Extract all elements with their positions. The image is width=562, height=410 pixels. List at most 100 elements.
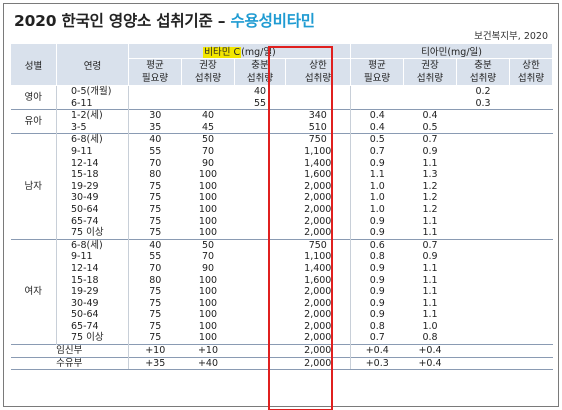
value-cell: 0.5 [422, 121, 438, 133]
value-cell: 1.0 [422, 320, 438, 332]
age-cell: 15-18 [56, 169, 129, 181]
value-cell: 80 [149, 169, 162, 181]
sex-cell: 영아 [10, 84, 57, 110]
age-cell: 9-11 [56, 145, 129, 158]
value-cell: 0.9 [369, 297, 385, 309]
subheader-1: 권장 섭취량 [181, 58, 235, 86]
value-cell [235, 181, 286, 193]
value-cell [457, 216, 510, 228]
value-cell: 75 [149, 203, 162, 215]
table-row: 50-64 75 100 2,000 0.9 1.1 [11, 309, 553, 321]
value-cell [510, 263, 553, 275]
value-cell: 50 [181, 133, 235, 146]
value-cell: 0.7 [403, 133, 457, 146]
value-cell: 2,000 [285, 309, 352, 321]
value-cell: 0.9 [369, 274, 385, 286]
value-cell: 1.1 [422, 157, 438, 169]
value-cell: 0.3 [475, 97, 491, 109]
age-cell: 15-18 [56, 274, 129, 287]
value-cell: 1.1 [422, 215, 438, 227]
title-main: 2020 한국인 영양소 섭취기준 – [14, 12, 226, 30]
value-cell: 1.1 [422, 262, 438, 274]
table-row: 9-11 55 70 1,100 0.7 0.9 [11, 145, 553, 158]
value-cell [181, 84, 235, 98]
value-cell [509, 238, 553, 252]
age-cell: 6-11 [56, 97, 129, 110]
table-row: 15-18 80 100 1,600 0.9 1.1 [11, 274, 553, 287]
value-cell [510, 146, 553, 158]
value-cell: +0.4 [403, 344, 457, 358]
value-cell: 1,400 [285, 157, 352, 170]
value-cell [235, 227, 286, 239]
value-cell [128, 84, 182, 98]
value-cell [510, 251, 553, 263]
value-cell [457, 158, 510, 170]
value-cell: 100 [198, 227, 218, 239]
value-cell [510, 122, 553, 134]
value-cell [285, 97, 352, 110]
value-cell: 2,000 [285, 180, 352, 193]
value-cell: 70 [149, 262, 162, 274]
value-cell [509, 344, 553, 358]
value-cell: 1.0 [369, 203, 385, 215]
value-cell: 75 [149, 332, 162, 344]
sex-cell: 수유부 [10, 356, 129, 371]
value-cell: 1,600 [285, 274, 352, 287]
value-cell [509, 109, 553, 122]
value-cell [510, 286, 553, 298]
value-cell [235, 321, 286, 333]
value-cell: 45 [201, 121, 215, 133]
header-age: 연령 [56, 43, 129, 86]
table-row: 12-14 70 90 1,400 0.9 1.1 [11, 262, 553, 275]
title-highlight: 수용성비타민 [230, 12, 315, 30]
value-cell: 55 [253, 97, 267, 109]
value-cell: 75 [149, 180, 162, 192]
page-title: 2020 한국인 영양소 섭취기준 – 수용성비타민 [14, 9, 315, 31]
value-cell: 75 [149, 192, 162, 204]
value-cell [182, 98, 235, 110]
value-cell [403, 84, 457, 98]
subheader-7: 상한 섭취량 [509, 58, 554, 86]
value-cell [510, 169, 553, 181]
value-cell: 1.1 [422, 227, 438, 239]
value-cell: 35 [149, 121, 162, 133]
table-row: 50-64 75 100 2,000 1.0 1.2 [11, 203, 553, 216]
value-cell: 100 [198, 192, 218, 204]
value-cell [510, 321, 553, 333]
value-cell [234, 109, 286, 122]
value-cell: 1.2 [422, 203, 438, 215]
value-cell [509, 84, 553, 98]
value-cell: 0.4 [350, 109, 404, 122]
age-cell: 19-29 [56, 286, 129, 298]
age-cell: 50-64 [56, 203, 129, 216]
age-cell: 3-5 [56, 121, 129, 134]
value-cell: 1.1 [422, 286, 438, 298]
value-cell: 0.9 [369, 157, 385, 169]
table-row: 75 이상 75 100 2,000 0.9 1.1 [11, 227, 553, 240]
value-cell [510, 181, 553, 193]
vitamin-c-unit: (mg/일) [241, 47, 276, 58]
value-cell: 100 [198, 274, 218, 286]
value-cell: 0.7 [403, 238, 457, 252]
age-cell: 75 이상 [56, 227, 129, 240]
value-cell [509, 356, 553, 371]
age-cell: 30-49 [56, 297, 129, 310]
value-cell [235, 251, 286, 263]
table-row: 유아 1-2(세) 30 40 340 0.4 0.4 [10, 109, 553, 134]
value-cell [235, 204, 286, 216]
value-cell [457, 309, 510, 321]
value-cell: 100 [198, 309, 218, 321]
value-cell: 100 [198, 215, 218, 227]
value-cell [457, 332, 510, 344]
value-cell: 0.7 [369, 332, 385, 344]
value-cell: 1.3 [422, 169, 438, 181]
value-cell [510, 204, 553, 216]
subheader-2: 충분 섭취량 [234, 58, 286, 86]
header-sex: 성별 [10, 43, 57, 86]
value-cell: 0.5 [350, 133, 404, 146]
value-cell: 1,100 [285, 251, 352, 263]
value-cell: 0.9 [369, 286, 385, 298]
value-cell: 1.0 [369, 180, 385, 192]
value-cell: 70 [201, 145, 215, 157]
table-row: 수유부 +35 +40 2,000 +0.3 +0.4 [10, 356, 553, 371]
